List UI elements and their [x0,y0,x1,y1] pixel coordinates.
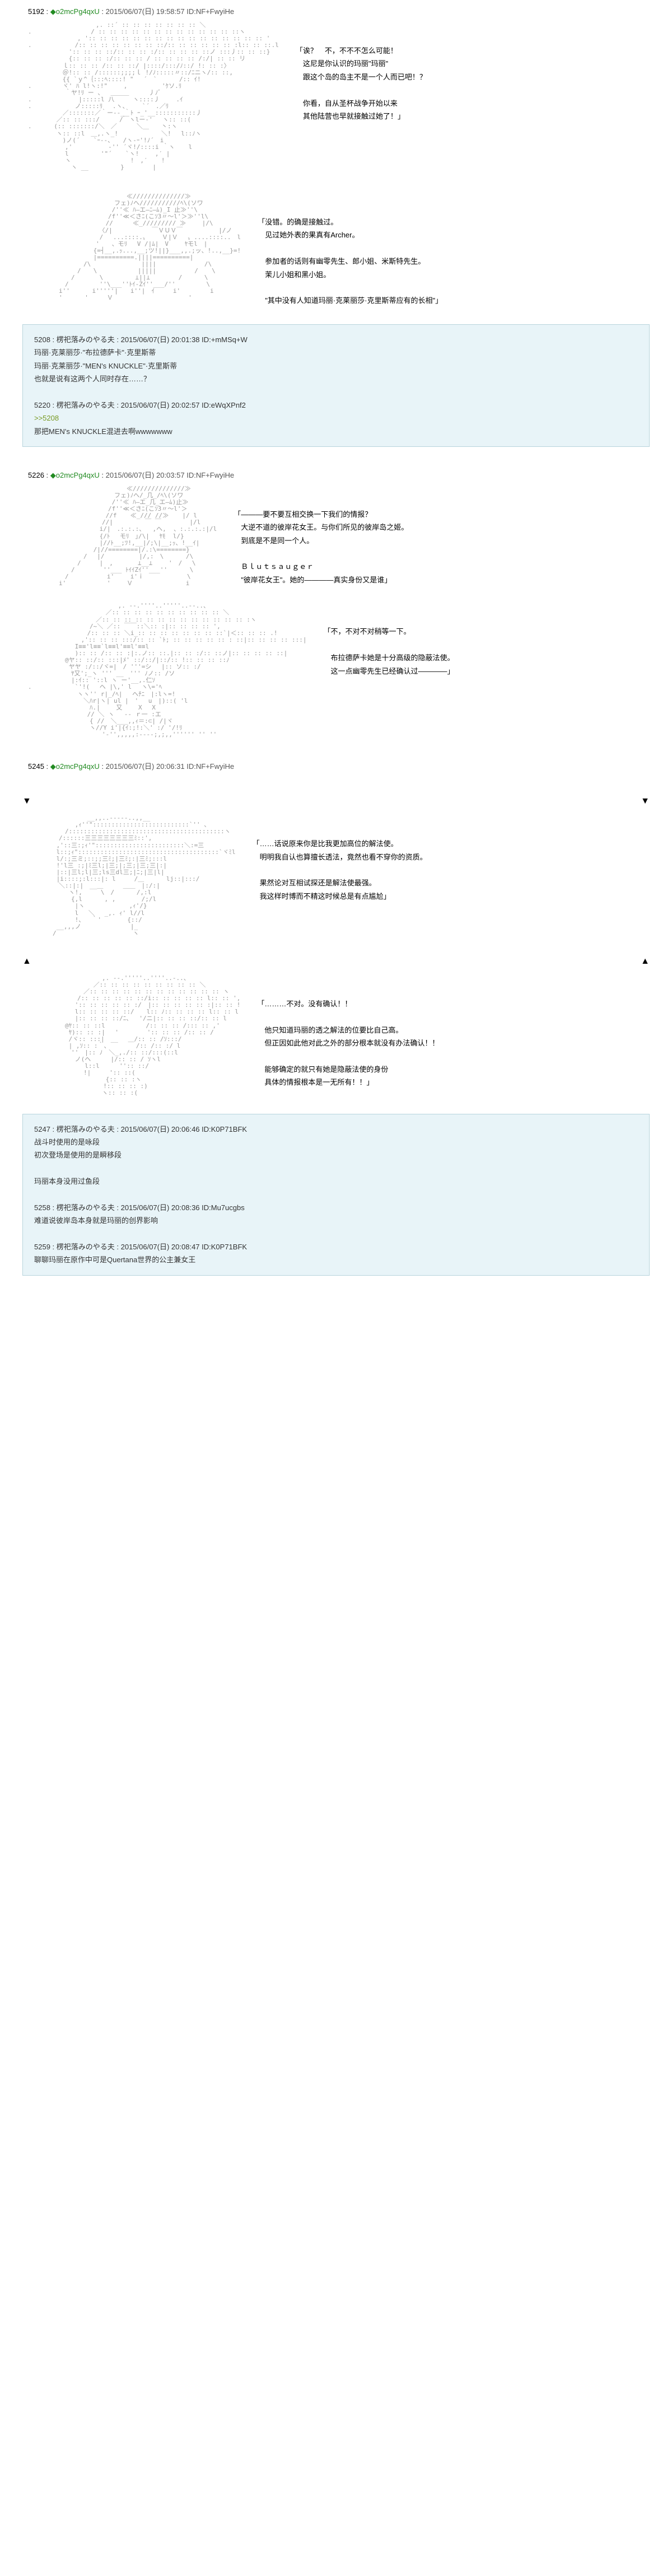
post-num: 5192 [28,7,44,16]
post-header: 5192 : ◆o2mcPg4qxU : 2015/06/07(日) 19:58… [28,6,644,16]
triangle-marker: ▼ [22,796,31,806]
post-header: 5245 : ◆o2mcPg4qxU : 2015/06/07(日) 20:06… [28,760,644,771]
quote-line: 也就是说有这两个人同时存在……？ [34,372,638,385]
marker-row: ▼ ▼ [0,794,672,809]
post-5245: 5245 : ◆o2mcPg4qxU : 2015/06/07(日) 20:06… [22,755,650,782]
dialogue-text: 「———要不要互相交换一下我们的情报？ 大逆不道的彼岸花女王。与你们所见的彼岸岛… [234,508,408,586]
quote-ref[interactable]: >>5208 [34,412,638,424]
ascii-art: ,. -‐.''''..'''''..‐-..、 ／:: :: :: :: ::… [28,603,306,738]
post-trip: ◆o2mcPg4qxU [50,471,100,479]
quote-line: 难道说彼岸岛本身就是玛丽的创界影响 [34,1214,638,1227]
ascii-art: ,. -‐.'''''..''''..-..、 ／:: :: :: :: :: … [28,975,240,1097]
post-id: ID:NF+FwyiHe [186,471,234,479]
dialogue-text: 「………不对。没有确认！！ 他只知道玛丽的透之解法的位要比自己高。 但正因如此他… [257,997,439,1089]
dialogue-text: 「……话说原来你是比我更加高位的解法使。 明明我自认也算擅长透法，竟然也看不穿你… [253,837,427,903]
quote-line: 5259 : 楞祀落みのやる夫 : 2015/06/07(日) 20:08:47… [34,1240,638,1253]
post-trip: ◆o2mcPg4qxU [50,7,100,16]
quote-box-2: 5247 : 楞祀落みのやる夫 : 2015/06/07(日) 20:06:46… [22,1114,650,1276]
post-id: ID:NF+FwyiHe [186,7,234,16]
post-date: 2015/06/07(日) 20:03:57 [106,471,185,479]
marker-row: ▲ ▲ [0,954,672,969]
post-5192: 5192 : ◆o2mcPg4qxU : 2015/06/07(日) 19:58… [22,0,650,176]
post-block: ,. -‐.'''''..''''..-..、 ／:: :: :: :: :: … [22,969,650,1103]
quote-line: 5208 : 楞祀落みのやる夫 : 2015/06/07(日) 20:01:38… [34,333,638,346]
post-num: 5226 [28,471,44,479]
quote-line: 玛丽本身没用过鱼段 [34,1175,638,1188]
quote-line: 玛丽·克莱丽莎·"MEN's KNUCKLE"·克里斯蒂 [34,360,638,372]
post-id: ID:NF+FwyiHe [186,762,234,771]
quote-line: 5258 : 楞祀落みのやる夫 : 2015/06/07(日) 20:08:36… [34,1201,638,1214]
ascii-art: ,. ::´ :: :: :: :: :: :: :: ＼ . / :: :: … [28,22,279,171]
post-aa-2: ≪//////////////≫ フェ)ﾉへ///////////ﾍ\(ソワ /… [22,188,650,313]
quote-line: 5247 : 楞祀落みのやる夫 : 2015/06/07(日) 20:06:46… [34,1123,638,1136]
triangle-marker: ▲ [22,956,31,967]
quote-line: 战斗时使用的是咏段 [34,1136,638,1149]
post-5226: 5226 : ◆o2mcPg4qxU : 2015/06/07(日) 20:03… [22,464,650,744]
post-date: 2015/06/07(日) 19:58:57 [106,7,185,16]
triangle-marker: ▼ [641,796,650,806]
quote-line: 5220 : 楞祀落みのやる夫 : 2015/06/07(日) 20:02:57… [34,399,638,412]
quote-line: 玛丽·克莱丽莎·"布拉德萨卡"·克里斯蒂 [34,346,638,359]
dialogue-text: 「没错。的确是接触过。 见过她外表的果真有Archer。 参加者的话则有幽零先生… [258,216,442,307]
dialogue-text: 「不，不对不对稍等一下。 布拉德萨卡她是十分高级的隐蔽法使。 这一点幽零先生已经… [323,625,454,678]
quote-line: 那把MEN's KNUCKLE混进去啊wwwwwww [34,425,638,438]
post-trip: ◆o2mcPg4qxU [50,762,100,771]
quote-line: 聊聊玛丽在原作中可是Quertana世界的公主兼女王 [34,1253,638,1266]
ascii-art: ≪//////////////≫ フェ)ﾉへ///////////ﾍ\(ソワ /… [28,193,241,302]
post-date: 2015/06/07(日) 20:06:31 [106,762,185,771]
post-header: 5226 : ◆o2mcPg4qxU : 2015/06/07(日) 20:03… [28,469,644,480]
quote-box-1: 5208 : 楞祀落みのやる夫 : 2015/06/07(日) 20:01:38… [22,324,650,447]
ascii-art: __,,..-----..,,__ ,ｨ''":::::::::::::::::… [28,815,236,937]
post-block: __,,..-----..,,__ ,ｨ''":::::::::::::::::… [22,809,650,942]
post-num: 5245 [28,762,44,771]
ascii-art: ≪//////////////≫ フェ)ﾉへ/_几_/ﾍ\(ソワ /''≪ ﾊ―… [28,486,217,587]
triangle-marker: ▲ [641,956,650,967]
dialogue-text: 「诶？ 不，不不不怎么可能！ 这尼是你认识的玛丽"玛丽" 跟这个岛的岛主不是一个… [296,44,427,123]
quote-line: 初次登场是使用的是瞬移段 [34,1149,638,1161]
